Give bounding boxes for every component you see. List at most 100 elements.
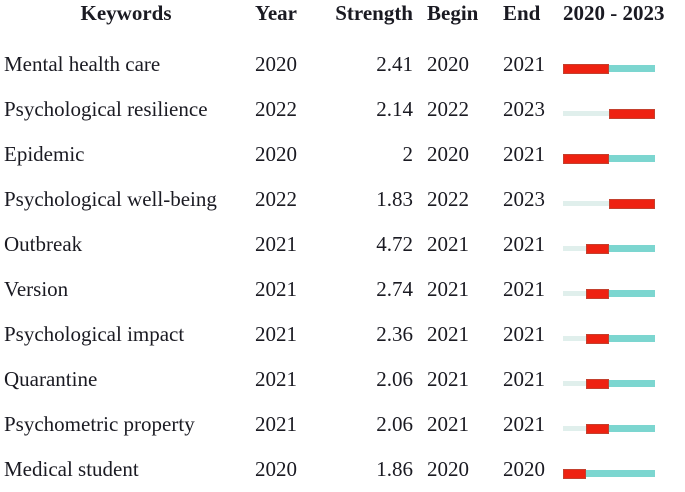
year-cell: 2021 xyxy=(255,322,297,346)
keyword-cell: Outbreak xyxy=(4,232,83,256)
burst-timeline-bar xyxy=(563,198,685,209)
table-row: Medical student 2020 1.86 2020 2020 xyxy=(0,447,685,492)
strength-cell: 2.74 xyxy=(376,277,413,301)
burst-timeline-cell xyxy=(548,105,685,119)
end-cell: 2021 xyxy=(503,322,545,346)
burst-post-segment xyxy=(609,65,655,72)
strength-cell: 2.36 xyxy=(376,322,413,346)
burst-burst-segment xyxy=(563,63,609,74)
burst-timeline-cell xyxy=(548,195,685,209)
table-row: Psychological well-being 2022 1.83 2022 … xyxy=(0,177,685,222)
table-row: Psychological impact 2021 2.36 2021 2021 xyxy=(0,312,685,357)
table-row: Epidemic 2020 2 2020 2021 xyxy=(0,132,685,177)
year-cell: 2020 xyxy=(255,457,297,481)
burst-pre-segment xyxy=(563,336,586,341)
keyword-cell: Quarantine xyxy=(4,367,98,391)
burst-timeline-bar xyxy=(563,378,685,389)
burst-burst-segment xyxy=(586,288,609,299)
burst-timeline-cell xyxy=(548,285,685,299)
table-row: Psychometric property 2021 2.06 2021 202… xyxy=(0,402,685,447)
burst-timeline-bar xyxy=(563,63,685,74)
burst-timeline-cell xyxy=(548,60,685,74)
burst-timeline-bar xyxy=(563,468,685,479)
strength-cell: 1.83 xyxy=(376,187,413,211)
end-cell: 2021 xyxy=(503,232,545,256)
col-header-period: 2020 - 2023 xyxy=(563,1,665,25)
burst-burst-segment xyxy=(586,378,609,389)
burst-timeline-bar xyxy=(563,153,685,164)
end-cell: 2021 xyxy=(503,277,545,301)
burst-post-segment xyxy=(609,380,655,387)
year-cell: 2020 xyxy=(255,142,297,166)
burst-timeline-bar xyxy=(563,423,685,434)
burst-timeline-cell xyxy=(548,375,685,389)
keyword-cell: Mental health care xyxy=(4,52,161,76)
end-cell: 2021 xyxy=(503,142,545,166)
year-cell: 2021 xyxy=(255,367,297,391)
burst-pre-segment xyxy=(563,291,586,296)
year-cell: 2022 xyxy=(255,97,297,121)
begin-cell: 2021 xyxy=(427,367,469,391)
table-body: Mental health care 2020 2.41 2020 2021 P… xyxy=(0,42,685,492)
burst-burst-segment xyxy=(563,468,586,479)
end-cell: 2021 xyxy=(503,367,545,391)
burst-timeline-bar xyxy=(563,333,685,344)
burst-timeline-cell xyxy=(548,330,685,344)
burst-burst-segment xyxy=(586,423,609,434)
table-row: Mental health care 2020 2.41 2020 2021 xyxy=(0,42,685,87)
year-cell: 2021 xyxy=(255,232,297,256)
burst-pre-segment xyxy=(563,201,609,206)
keyword-cell: Psychological resilience xyxy=(4,97,208,121)
keyword-cell: Medical student xyxy=(4,457,139,481)
table-row: Quarantine 2021 2.06 2021 2021 xyxy=(0,357,685,402)
keyword-cell: Epidemic xyxy=(4,142,85,166)
burst-timeline-bar xyxy=(563,243,685,254)
keyword-cell: Psychometric property xyxy=(4,412,195,436)
burst-post-segment xyxy=(609,425,655,432)
end-cell: 2023 xyxy=(503,97,545,121)
begin-cell: 2020 xyxy=(427,142,469,166)
burst-post-segment xyxy=(609,290,655,297)
year-cell: 2020 xyxy=(255,52,297,76)
strength-cell: 2.06 xyxy=(376,412,413,436)
table-header-row: Keywords Year Strength Begin End 2020 - … xyxy=(0,0,685,42)
col-header-year: Year xyxy=(255,1,297,25)
keyword-cell: Version xyxy=(4,277,69,301)
table-row: Outbreak 2021 4.72 2021 2021 xyxy=(0,222,685,267)
burst-post-segment xyxy=(586,470,655,477)
burst-pre-segment xyxy=(563,426,586,431)
strength-cell: 1.86 xyxy=(376,457,413,481)
end-cell: 2021 xyxy=(503,412,545,436)
burst-timeline-cell xyxy=(548,240,685,254)
year-cell: 2021 xyxy=(255,412,297,436)
burst-timeline-bar xyxy=(563,288,685,299)
strength-cell: 4.72 xyxy=(376,232,413,256)
strength-cell: 2 xyxy=(402,142,414,166)
end-cell: 2021 xyxy=(503,52,545,76)
begin-cell: 2022 xyxy=(427,97,469,121)
burst-pre-segment xyxy=(563,381,586,386)
strength-cell: 2.06 xyxy=(376,367,413,391)
burst-timeline-cell xyxy=(548,465,685,479)
begin-cell: 2021 xyxy=(427,277,469,301)
burst-burst-segment xyxy=(609,108,655,119)
burst-post-segment xyxy=(609,155,655,162)
table-row: Psychological resilience 2022 2.14 2022 … xyxy=(0,87,685,132)
begin-cell: 2021 xyxy=(427,412,469,436)
burst-timeline-bar xyxy=(563,108,685,119)
year-cell: 2022 xyxy=(255,187,297,211)
table-row: Version 2021 2.74 2021 2021 xyxy=(0,267,685,312)
begin-cell: 2021 xyxy=(427,322,469,346)
strength-cell: 2.41 xyxy=(376,52,413,76)
keyword-cell: Psychological well-being xyxy=(4,187,217,211)
burst-pre-segment xyxy=(563,111,609,116)
burst-pre-segment xyxy=(563,246,586,251)
end-cell: 2020 xyxy=(503,457,545,481)
burst-burst-segment xyxy=(586,333,609,344)
burst-burst-segment xyxy=(609,198,655,209)
keyword-cell: Psychological impact xyxy=(4,322,185,346)
col-header-strength: Strength xyxy=(335,1,413,25)
burst-timeline-cell xyxy=(548,420,685,434)
begin-cell: 2020 xyxy=(427,457,469,481)
